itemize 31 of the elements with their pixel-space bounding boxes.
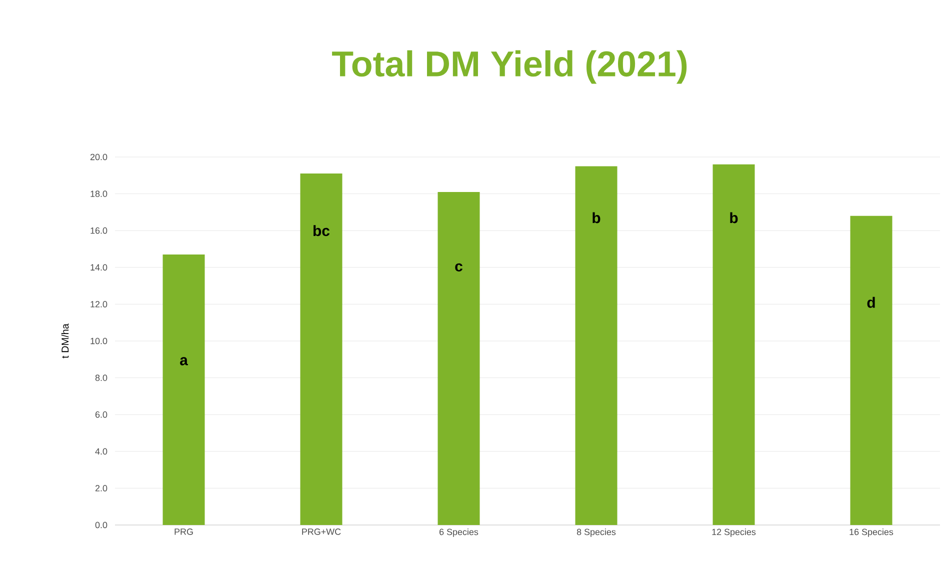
bar: [712, 164, 755, 525]
y-tick-label: 2.0: [95, 485, 108, 492]
annotation: c: [455, 263, 462, 272]
x-tick-label: 8 Species: [576, 528, 616, 537]
y-tick-label: 8.0: [95, 374, 108, 381]
x-tick-label: PRG+WC: [302, 528, 341, 535]
y-tick-label: 10.0: [90, 338, 108, 344]
bar: [438, 192, 480, 525]
y-tick-label: 18.0: [90, 190, 108, 197]
annotation: a: [180, 357, 188, 366]
bar: [850, 216, 892, 525]
bar: [300, 174, 342, 525]
chart-title: Total DM Yield (2021): [332, 50, 687, 84]
x-tick-label: 12 Species: [712, 528, 756, 537]
y-tick-label: 6.0: [95, 411, 108, 418]
x-tick-label: PRG: [174, 528, 193, 535]
annotation: d: [867, 296, 875, 308]
bar: [162, 254, 205, 525]
annotation: bc: [314, 225, 330, 236]
bar: [575, 166, 618, 525]
y-tick-label: 12.0: [90, 301, 108, 308]
y-axis-title: t DM/ha: [61, 324, 69, 358]
annotation: b: [730, 212, 738, 224]
y-tick-label: 4.0: [95, 448, 108, 455]
x-tick-label: 16 Species: [850, 528, 894, 537]
y-tick-label: 16.0: [90, 227, 108, 234]
y-tick-label: 20.0: [90, 154, 108, 160]
x-tick-label: 6 Species: [440, 528, 478, 537]
y-tick-label: 0.0: [95, 522, 108, 528]
annotation: b: [592, 212, 600, 224]
y-tick-label: 14.0: [90, 264, 108, 271]
